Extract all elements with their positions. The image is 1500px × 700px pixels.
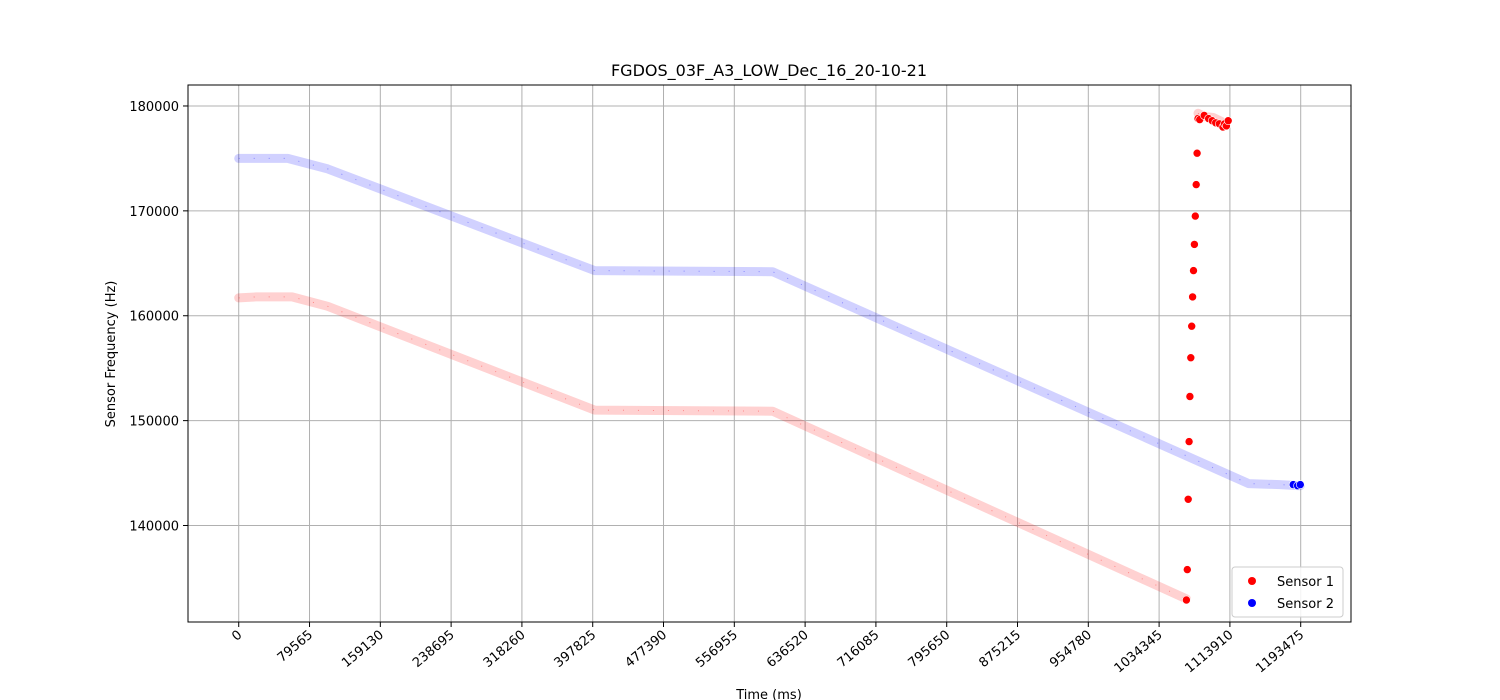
x-tick-label: 795650 [906, 628, 954, 671]
series-band [234, 292, 1191, 604]
y-tick-label: 150000 [129, 415, 179, 430]
plot-area [234, 108, 1305, 605]
x-axis-label: Time (ms) [735, 688, 802, 700]
y-tick-label: 170000 [129, 205, 179, 220]
data-point [1296, 480, 1305, 489]
series-trace [238, 296, 1187, 600]
chart-title: FGDOS_03F_A3_LOW_Dec_16_20-10-21 [611, 61, 927, 81]
x-tick-label: 397825 [552, 628, 600, 671]
data-point [1192, 148, 1202, 158]
legend: Sensor 1 Sensor 2 [1231, 566, 1344, 618]
data-point [1190, 240, 1199, 249]
data-point [1191, 180, 1201, 189]
x-tick-label: 556955 [693, 628, 741, 671]
legend-label-sensor-1: Sensor 1 [1277, 575, 1334, 590]
legend-box [1231, 566, 1344, 618]
data-point [1223, 116, 1233, 125]
x-tick-label: 477390 [622, 628, 670, 671]
data-point [1183, 565, 1192, 574]
series-trace [238, 157, 1301, 487]
data-point [1185, 392, 1195, 401]
x-tick-label: 875215 [976, 628, 1024, 671]
x-tick-label: 636520 [764, 628, 812, 671]
x-tick-label: 238695 [410, 628, 458, 671]
series-band [234, 153, 1305, 491]
series-1 [234, 108, 1233, 605]
data-point [1183, 494, 1193, 504]
data-point [1182, 595, 1191, 605]
x-tick-label: 716085 [835, 628, 883, 671]
legend-marker-sensor-1 [1248, 577, 1256, 585]
plot-frame [187, 84, 1352, 623]
x-tick-label: 159130 [339, 628, 387, 671]
x-tick-label: 0 [229, 628, 245, 645]
x-tick-label: 1034345 [1112, 628, 1166, 677]
series-2 [234, 153, 1305, 491]
x-tick-label: 318260 [481, 628, 529, 671]
data-point [1186, 353, 1196, 363]
data-point [1191, 211, 1200, 221]
x-tick-label: 1113910 [1182, 628, 1236, 677]
x-tick-label: 954780 [1047, 628, 1095, 671]
data-point [1187, 321, 1196, 331]
grid [188, 85, 1351, 622]
y-axis: 140000 150000 160000 170000 180000 [129, 100, 188, 535]
data-point [1189, 266, 1198, 275]
legend-marker-sensor-2 [1248, 599, 1256, 607]
y-tick-label: 160000 [129, 310, 179, 325]
x-tick-label: 1193475 [1253, 628, 1307, 677]
data-point [1188, 292, 1197, 302]
y-tick-label: 140000 [129, 520, 179, 535]
y-axis-label: Sensor Frequency (Hz) [104, 281, 119, 428]
x-axis: 0 79565 159130 238695 318260 397825 477390 5569… [229, 622, 1307, 676]
x-tick-label: 79565 [275, 628, 316, 666]
data-point [1184, 437, 1194, 446]
y-tick-label: 180000 [129, 100, 179, 115]
legend-label-sensor-2: Sensor 2 [1277, 597, 1334, 612]
